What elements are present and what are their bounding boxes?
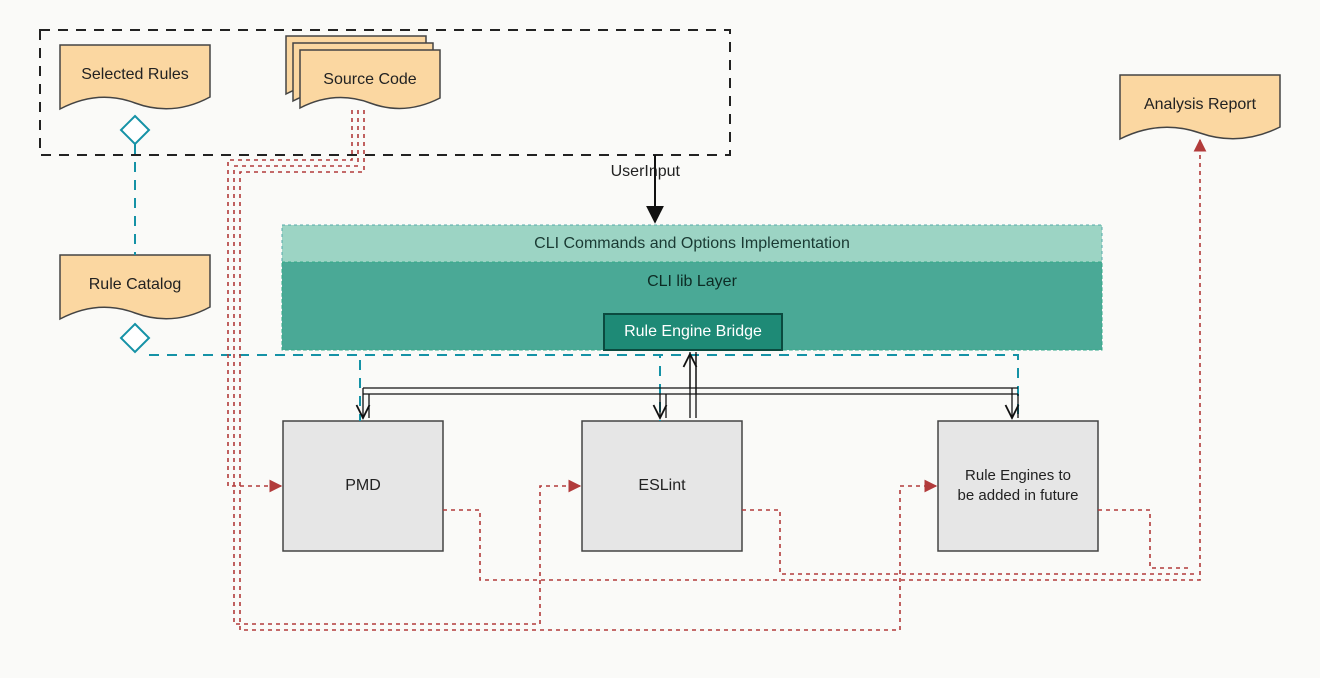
pmd-label: PMD: [345, 477, 381, 494]
cli-top-label: CLI Commands and Options Implementation: [534, 235, 850, 252]
edge-source-to-engines: [228, 110, 936, 630]
source-code-label: Source Code: [323, 71, 416, 88]
edge-bridge-engines: [363, 352, 1018, 418]
rule-catalog-doc: Rule Catalog: [60, 255, 210, 319]
diamond-1: [121, 116, 149, 144]
future-label-2: be added in future: [958, 487, 1079, 504]
selected-rules-doc: Selected Rules: [60, 45, 210, 109]
analysis-report-label: Analysis Report: [1144, 96, 1257, 113]
userinput-label: UserInput: [611, 163, 681, 180]
analysis-report-doc: Analysis Report: [1120, 75, 1280, 139]
future-box: Rule Engines to be added in future: [938, 421, 1098, 551]
rule-catalog-label: Rule Catalog: [89, 276, 182, 293]
cli-bridge-label: Rule Engine Bridge: [624, 323, 762, 340]
architecture-diagram: UserInput Selected Rules Source Code Rul…: [0, 0, 1320, 678]
cli-block: CLI Commands and Options Implementation …: [282, 225, 1102, 350]
pmd-box: PMD: [283, 421, 443, 551]
future-label-1: Rule Engines to: [965, 467, 1071, 484]
diamond-2: [121, 324, 149, 352]
eslint-label: ESLint: [638, 477, 686, 494]
source-code-doc: Source Code: [286, 36, 440, 108]
selected-rules-label: Selected Rules: [81, 66, 189, 83]
cli-mid-label: CLI lib Layer: [647, 273, 737, 290]
eslint-box: ESLint: [582, 421, 742, 551]
